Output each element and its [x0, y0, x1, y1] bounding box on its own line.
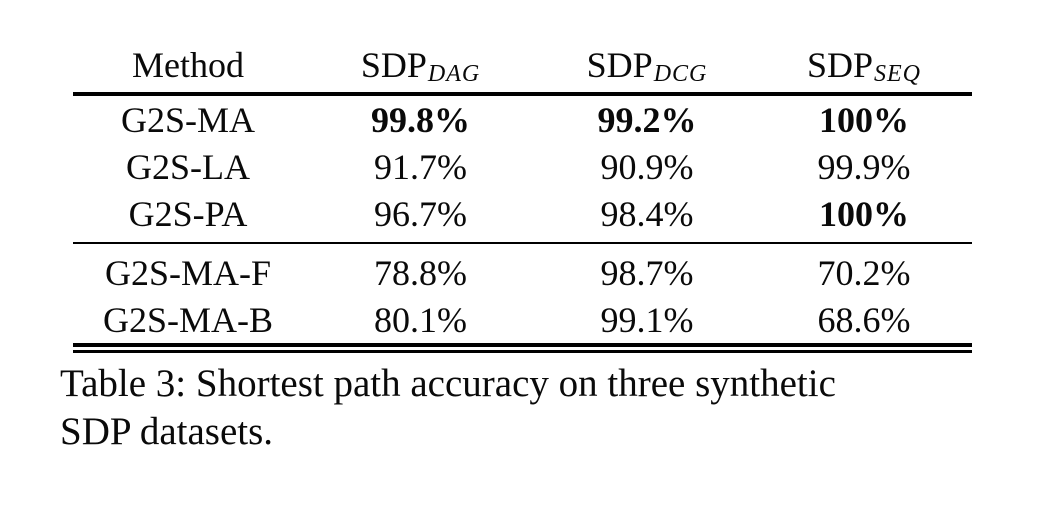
accuracy-cell: 100%	[819, 99, 909, 140]
column-header-sdp-dag: SDP DAG	[303, 38, 538, 92]
accuracy-cell: 80.1%	[374, 299, 467, 340]
column-header-sdp-seq: SDP SEQ	[756, 38, 972, 92]
accuracy-cell: 99.9%	[817, 146, 911, 187]
column-header-sdp-dcg: SDP DCG	[538, 38, 756, 92]
method-cell: G2S-MA-F	[104, 252, 272, 293]
results-table: Method SDP DAG SDP DCG SDP SEQ G2S-MA 99.8%…	[73, 38, 972, 353]
sdp-base: SDP	[806, 45, 874, 85]
table-row: G2S-LA 91.7% 90.9% 99.9%	[73, 143, 972, 190]
sdp-subscript: DAG	[427, 60, 481, 87]
accuracy-cell: 98.4%	[600, 193, 694, 234]
accuracy-cell: 99.8%	[371, 99, 470, 140]
accuracy-cell: 99.2%	[597, 99, 697, 140]
accuracy-cell: 91.7%	[374, 146, 467, 187]
method-cell: G2S-MA	[120, 99, 255, 140]
method-cell: G2S-PA	[128, 193, 248, 234]
accuracy-cell: 78.8%	[374, 252, 467, 293]
accuracy-cell: 98.7%	[600, 252, 694, 293]
accuracy-cell: 99.1%	[600, 299, 694, 340]
group-separator-rule	[73, 242, 972, 244]
column-header-method: Method	[132, 45, 244, 85]
accuracy-cell: 100%	[819, 193, 909, 234]
method-cell: G2S-MA-B	[102, 299, 273, 340]
accuracy-cell: 70.2%	[817, 252, 911, 293]
table-row: G2S-MA 99.8% 99.2% 100%	[73, 96, 972, 143]
header-rule	[73, 92, 972, 96]
sdp-subscript: SEQ	[874, 60, 922, 87]
table-row: G2S-MA-B 80.1% 99.1% 68.6%	[73, 296, 972, 343]
bottom-double-rule	[73, 343, 972, 353]
caption-line: Table 3: Shortest path accuracy on three…	[60, 362, 836, 405]
accuracy-cell: 96.7%	[374, 193, 467, 234]
method-cell: G2S-LA	[126, 146, 250, 187]
table-row: G2S-PA 96.7% 98.4% 100%	[73, 190, 972, 237]
table-row: G2S-MA-F 78.8% 98.7% 70.2%	[73, 249, 972, 296]
table-header-row: Method SDP DAG SDP DCG SDP SEQ	[73, 38, 972, 92]
table-caption: Table 3: Shortest path accuracy on three…	[60, 360, 836, 456]
accuracy-cell: 90.9%	[600, 146, 694, 187]
sdp-subscript: DCG	[653, 60, 708, 87]
sdp-base: SDP	[586, 45, 653, 85]
sdp-base: SDP	[360, 45, 427, 85]
accuracy-cell: 68.6%	[817, 299, 911, 340]
caption-line: SDP datasets.	[60, 410, 274, 453]
